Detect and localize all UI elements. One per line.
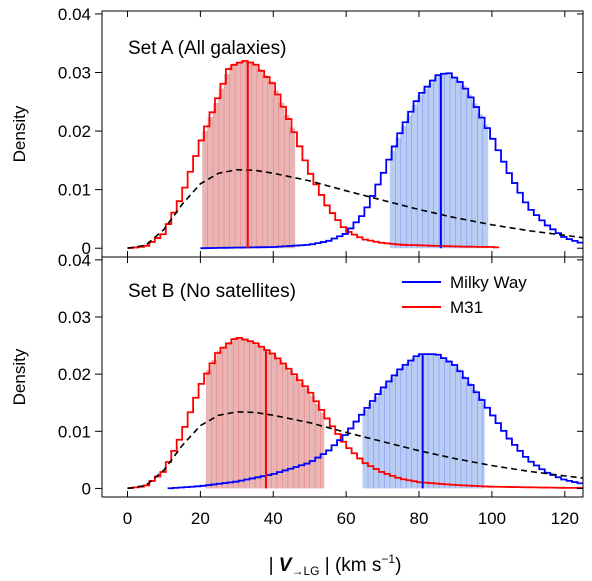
panel-set-a: 0 0.01 0.02 0.03 0.04 Set A (All galaxies) [58,5,584,258]
x-tick-labels: 0 20 40 60 80 100 120 [123,509,579,528]
m31-set-b-histogram [127,336,583,489]
panel-set-b: 0 0.01 0.02 0.03 0.04 Set B (No satellites) [58,251,584,498]
m31-set-a-histogram [127,60,500,249]
y-tick-label-set-a-0: 0 [82,239,91,258]
x-axis-label: | V→LG | (km s−1) [269,552,402,578]
x-tick-label-120: 120 [551,509,579,528]
y-tick-label-set-b-0.03: 0.03 [58,308,91,327]
y-tick-label-set-a-0.04: 0.04 [58,5,91,24]
y-axis-label-set-b: Density [10,348,29,405]
y-tick-label-set-b-0.01: 0.01 [58,422,91,441]
x-axis-label-symbol: V [279,555,293,576]
x-tick-label-40: 40 [264,509,283,528]
legend: Milky Way M31 [402,273,527,317]
panel-set-b-title: Set B (No satellites) [128,281,296,302]
reference-curve-set-a [127,168,584,250]
milky-way-set-a-histogram [200,72,583,250]
y-tick-label-set-a-0.03: 0.03 [58,64,91,83]
x-tick-label-100: 100 [478,509,506,528]
legend-m31-label: M31 [450,298,483,317]
reference-curve-set-b [127,411,584,490]
x-tick-label-20: 20 [191,509,210,528]
milky-way-set-a-credible-band [389,72,489,249]
y-tick-label-set-a-0.01: 0.01 [58,181,91,200]
x-axis-label-suffix: ) [395,555,401,576]
x-axis-label-superscript: −1 [381,552,395,566]
panel-set-b-frame [101,256,584,498]
x-tick-label-60: 60 [337,509,356,528]
x-tick-label-80: 80 [410,509,429,528]
y-tick-label-set-a-0.02: 0.02 [58,122,91,141]
x-axis-label-units: | (km s [319,555,381,576]
y-tick-label-set-b-0.02: 0.02 [58,365,91,384]
y-tick-label-set-b-0: 0 [82,479,91,498]
y-axis-label-set-a: Density [10,105,29,162]
milky-way-set-b-histogram [167,353,583,490]
x-tick-label-0: 0 [123,509,132,528]
legend-milky-way-label: Milky Way [450,273,527,292]
y-tick-label-set-b-0.04: 0.04 [58,251,91,270]
x-axis-label-prefix: | [269,555,279,576]
panel-set-a-title: Set A (All galaxies) [128,38,286,59]
x-axis-label-subscript: →LG [291,564,319,578]
